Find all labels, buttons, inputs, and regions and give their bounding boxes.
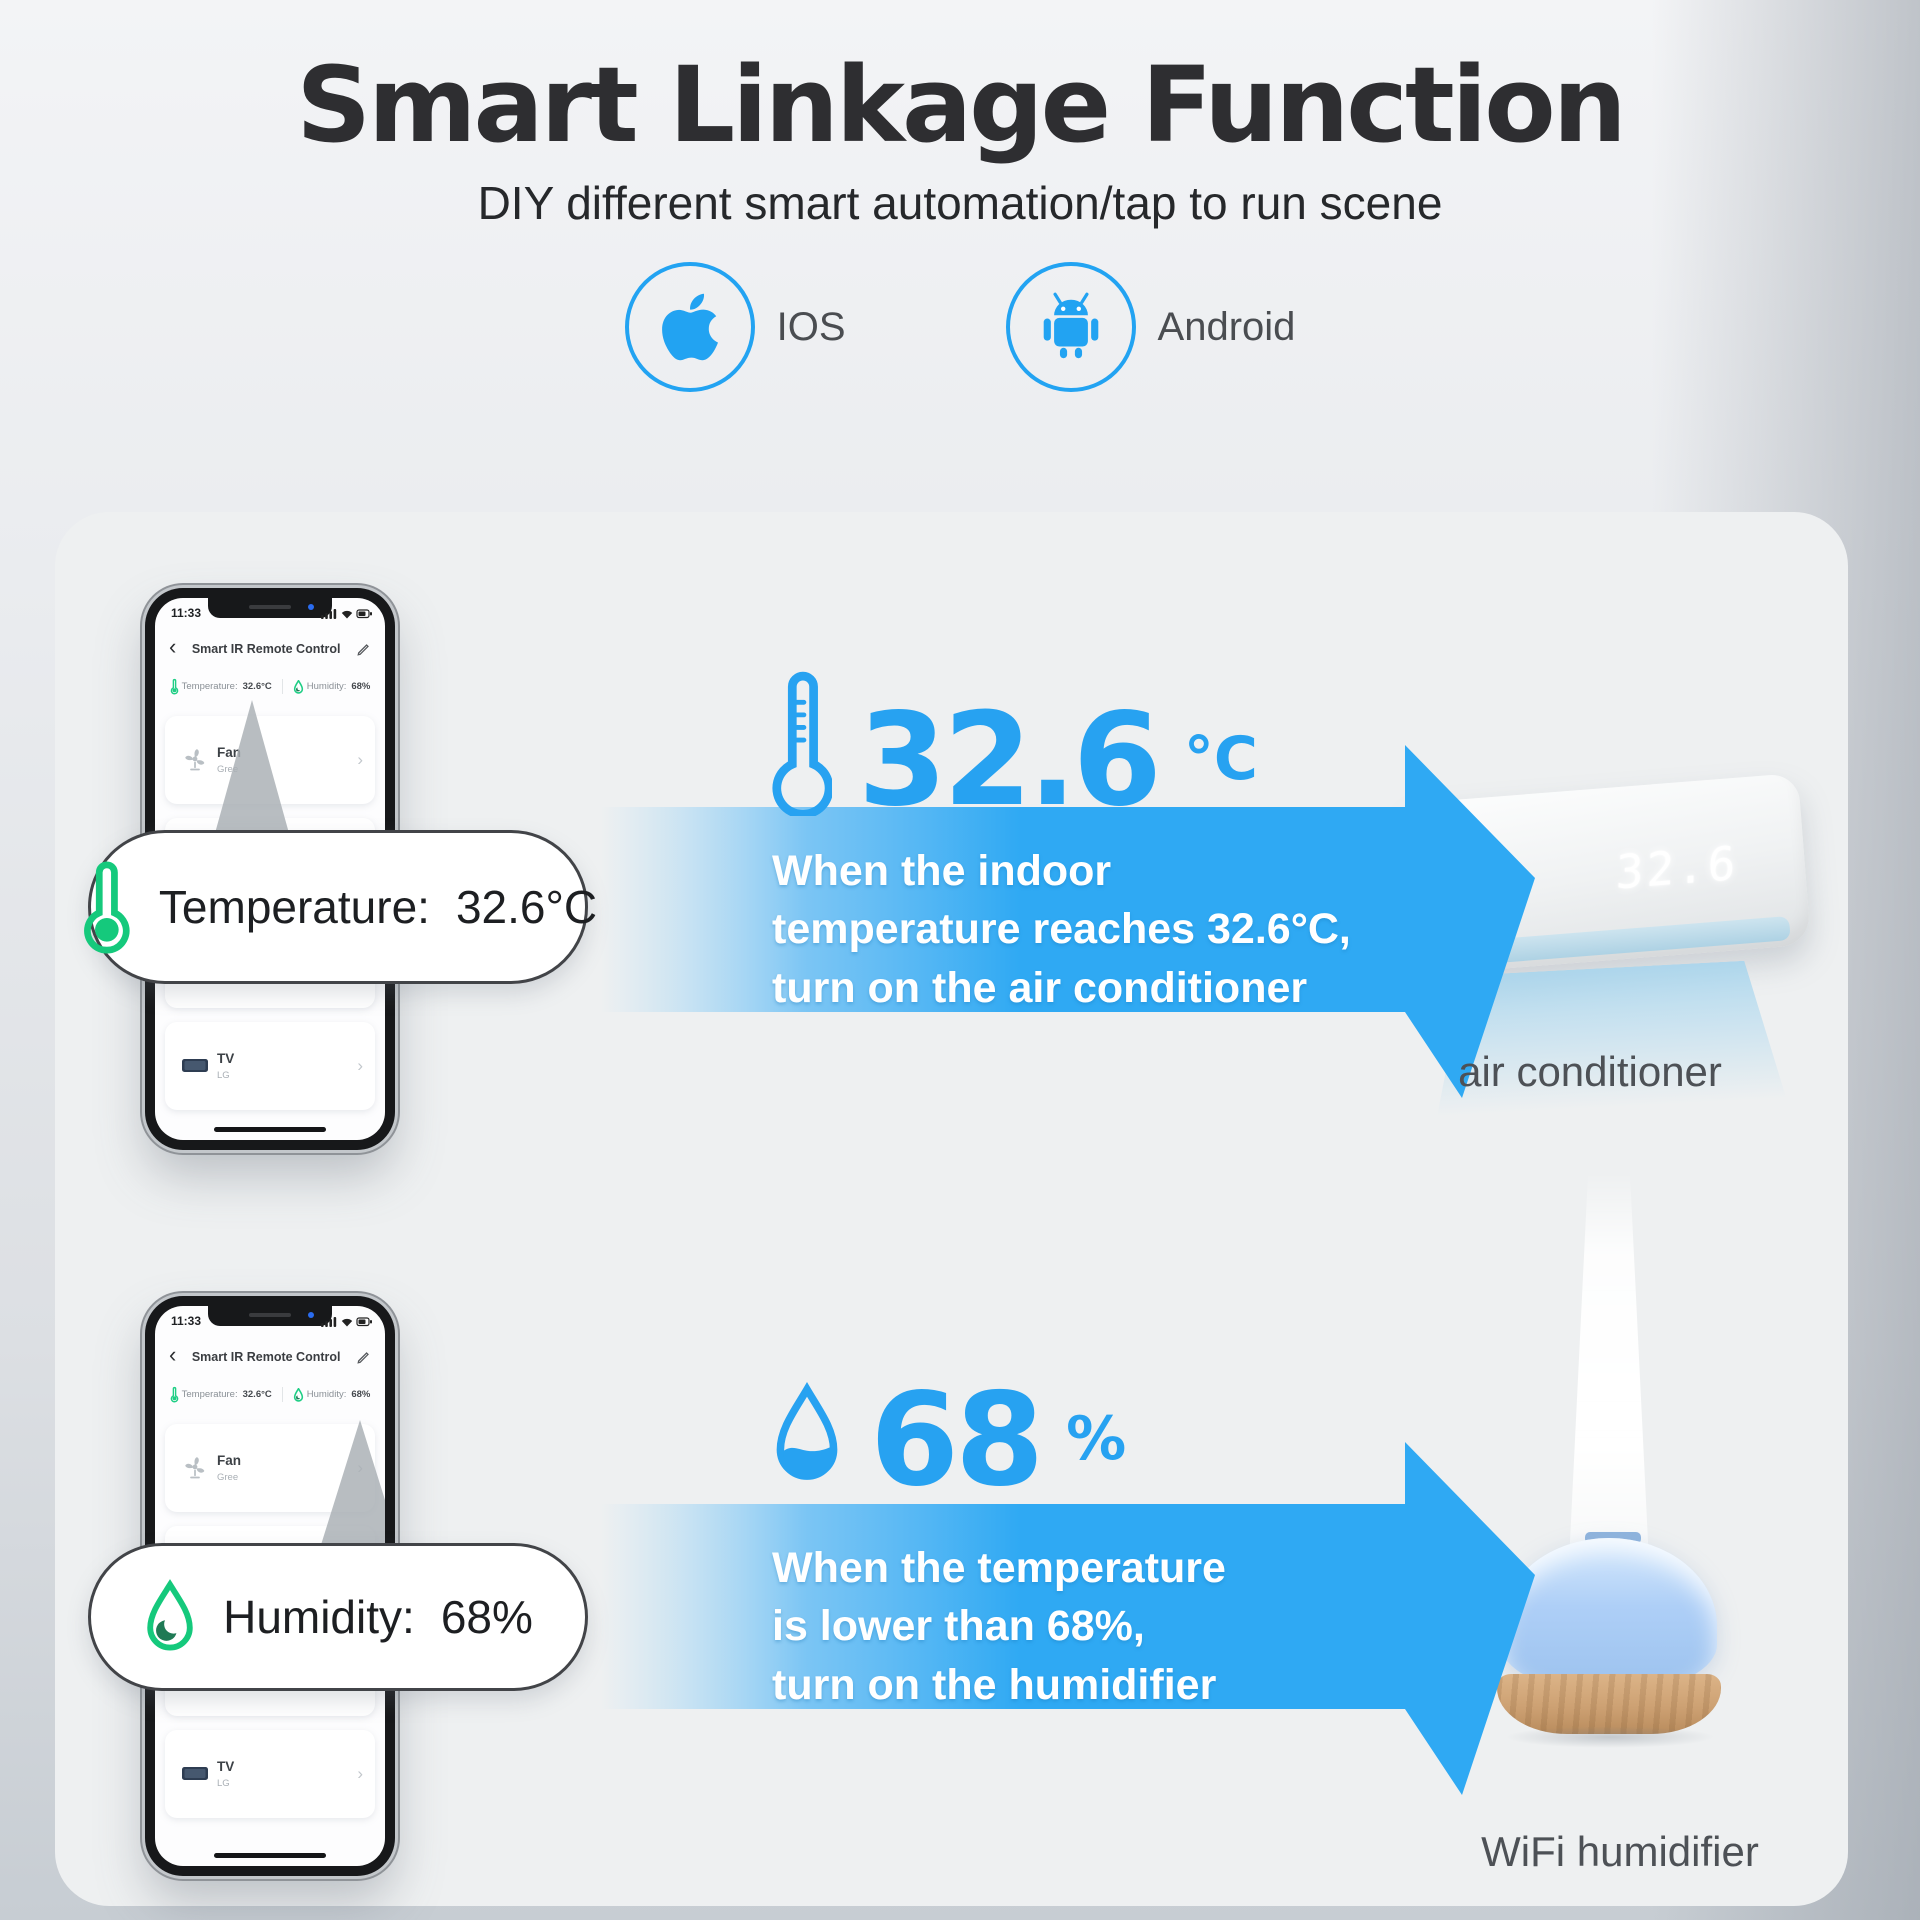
tv-icon [177, 1058, 213, 1075]
arrow-caption-temperature: When the indoor temperature reaches 32.6… [772, 847, 1351, 1012]
air-conditioner-label: air conditioner [1458, 1048, 1722, 1095]
humidifier-body [1501, 1538, 1717, 1690]
back-icon[interactable]: ‹ [169, 634, 177, 659]
status-icons [321, 1315, 373, 1328]
page-title: Smart Linkage Function [296, 44, 1627, 166]
water-drop-icon [293, 1387, 304, 1402]
ac-display: 32.6 [1615, 835, 1740, 900]
android-icon [1005, 262, 1136, 392]
wifi-humidifier-image [1495, 1170, 1730, 1750]
edit-icon[interactable] [356, 642, 371, 657]
big-temperature-reading: 32.6 °C [770, 668, 1258, 836]
app-title: Smart IR Remote Control [191, 1350, 341, 1364]
temperature-reading: Temperature: 32.6°C [170, 1386, 272, 1403]
thermometer-icon [770, 668, 832, 816]
chevron-right-icon: › [357, 1056, 363, 1075]
phone-status-bar: 11:33 [171, 1314, 373, 1328]
humidifier-shadow [1505, 1726, 1715, 1748]
phone-nav-bar: ‹ Smart IR Remote Control [169, 634, 371, 664]
humidity-big-unit: % [1066, 1404, 1127, 1474]
sensor-readings-row: Temperature: 32.6°C Humidity: 68% [163, 678, 377, 695]
pill-label: Humidity: [223, 1591, 415, 1643]
status-time: 11:33 [171, 1314, 202, 1328]
app-title: Smart IR Remote Control [191, 642, 341, 656]
chevron-right-icon: › [357, 750, 363, 769]
humidifier-wood-base [1497, 1674, 1721, 1734]
water-drop-icon [143, 1579, 197, 1655]
thermometer-icon [170, 678, 179, 695]
platform-badges: IOS [0, 262, 1920, 392]
home-indicator [214, 1127, 326, 1132]
home-indicator [214, 1853, 326, 1858]
ios-label: IOS [776, 304, 846, 349]
phone-notch [208, 1306, 332, 1326]
edit-icon[interactable] [356, 1350, 371, 1365]
humidifier-mist [1569, 1170, 1649, 1552]
fan-icon [177, 747, 213, 773]
temperature-pill: Temperature: 32.6°C [84, 830, 597, 984]
humidity-pill: Humidity: 68% [88, 1543, 588, 1691]
thermometer-icon [79, 859, 133, 955]
pill-value: 32.6°C [455, 881, 598, 933]
platform-android: Android [1005, 262, 1296, 392]
wifi-humidifier-label: WiFi humidifier [1481, 1828, 1759, 1875]
device-row-tv[interactable]: TV LG › [165, 1022, 375, 1110]
platform-ios: IOS [624, 262, 846, 392]
page-subtitle: DIY different smart automation/tap to ru… [477, 177, 1443, 229]
temperature-big-unit: °C [1183, 724, 1258, 794]
chevron-right-icon: › [357, 1764, 363, 1783]
back-icon[interactable]: ‹ [169, 1342, 177, 1367]
android-label: Android [1157, 304, 1296, 349]
phone-status-bar: 11:33 [171, 606, 373, 620]
phone-nav-bar: ‹ Smart IR Remote Control [169, 1342, 371, 1372]
status-time: 11:33 [171, 606, 202, 620]
temperature-reading: Temperature: 32.6°C [170, 678, 272, 695]
sensor-readings-row: Temperature: 32.6°C Humidity: 68% [163, 1386, 377, 1403]
temperature-big-value: 32.6 [858, 686, 1162, 836]
water-drop-icon [293, 679, 304, 694]
arrow-caption-humidity: When the temperature is lower than 68%, … [772, 1544, 1226, 1709]
flow-arrow-humidity [600, 1442, 1535, 1795]
water-drop-icon [770, 1382, 844, 1494]
humidity-reading: Humidity: 68% [293, 679, 370, 694]
phone-notch [208, 598, 332, 618]
pill-label: Temperature: [158, 881, 430, 933]
big-humidity-reading: 68 % [770, 1366, 1127, 1516]
apple-icon [624, 262, 755, 392]
device-row-tv[interactable]: TV LG › [165, 1730, 375, 1818]
flow-arrow-temperature [600, 745, 1535, 1098]
fan-icon [177, 1455, 213, 1481]
status-icons [321, 607, 373, 620]
humidity-reading: Humidity: 68% [293, 1387, 370, 1402]
pill-value: 68% [440, 1591, 533, 1643]
humidity-big-value: 68 [870, 1366, 1044, 1516]
tv-icon [177, 1766, 213, 1783]
thermometer-icon [170, 1386, 179, 1403]
